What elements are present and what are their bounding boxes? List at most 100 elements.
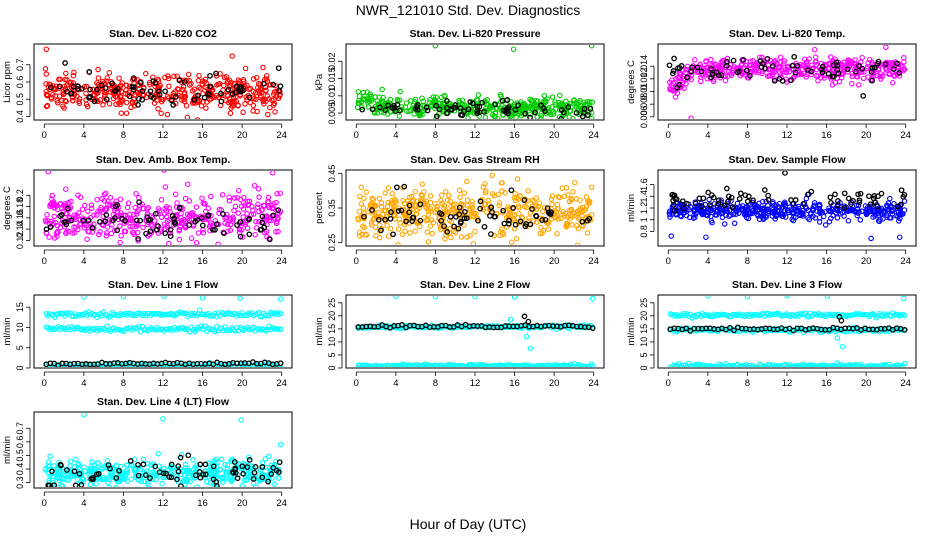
data-point — [743, 67, 750, 74]
data-point — [550, 111, 557, 117]
data-point — [751, 67, 758, 74]
data-point — [265, 199, 271, 205]
data-point — [458, 111, 464, 118]
x-tick-label: 8 — [433, 378, 438, 389]
data-point — [42, 217, 49, 224]
data-point — [158, 214, 165, 221]
data-point — [521, 197, 528, 203]
data-point — [412, 96, 419, 103]
data-point — [475, 217, 481, 224]
data-point — [456, 211, 463, 218]
data-point — [850, 206, 856, 213]
data-point — [95, 98, 101, 105]
data-point — [569, 213, 576, 219]
data-point — [194, 484, 200, 487]
series-2 — [669, 171, 908, 214]
data-point — [758, 362, 765, 367]
data-point — [221, 230, 227, 237]
data-point — [855, 82, 862, 88]
data-point — [135, 236, 141, 242]
data-point — [253, 74, 260, 81]
data-point — [869, 77, 876, 84]
data-point — [570, 189, 576, 195]
y-tick-label: 0.01 — [327, 87, 337, 105]
data-point — [500, 231, 507, 238]
data-point — [457, 218, 464, 225]
data-point — [878, 190, 885, 197]
data-point — [482, 114, 489, 119]
data-point — [499, 226, 505, 232]
data-point — [725, 193, 732, 200]
x-tick-label: 16 — [197, 130, 208, 141]
y-tick-label: 0.8 — [639, 225, 649, 238]
data-point — [497, 91, 504, 98]
data-point — [395, 208, 402, 214]
data-point — [464, 178, 470, 185]
data-point — [383, 207, 389, 214]
data-point — [575, 225, 582, 232]
data-point — [844, 66, 851, 73]
data-point — [505, 106, 511, 112]
data-point — [178, 215, 184, 221]
data-point — [705, 296, 711, 299]
data-point — [574, 364, 581, 367]
data-point — [549, 193, 556, 199]
data-point — [753, 204, 759, 210]
data-point — [585, 364, 592, 367]
data-points — [355, 172, 595, 245]
data-point — [888, 215, 894, 221]
data-point — [75, 192, 81, 199]
series-2 — [43, 359, 284, 367]
plot-frame — [345, 43, 605, 121]
data-point — [176, 236, 183, 243]
data-point — [545, 220, 551, 227]
data-point — [274, 218, 280, 225]
data-point — [489, 107, 496, 113]
data-point — [424, 107, 431, 114]
data-point — [845, 218, 852, 224]
data-point — [541, 93, 548, 99]
data-point — [666, 62, 673, 69]
data-point — [356, 93, 363, 99]
data-point — [262, 455, 269, 462]
data-point — [855, 202, 862, 209]
data-point — [407, 230, 413, 236]
data-point — [796, 206, 802, 212]
data-point — [183, 478, 189, 485]
data-point — [465, 115, 471, 119]
x-tick-label: 12 — [158, 256, 169, 267]
data-point — [172, 89, 178, 95]
data-point — [532, 109, 538, 116]
data-point — [545, 226, 552, 232]
data-point — [812, 202, 818, 209]
data-point — [709, 71, 716, 78]
data-point — [43, 230, 50, 236]
data-point — [525, 188, 531, 194]
data-points — [42, 171, 284, 245]
data-point — [147, 88, 154, 95]
data-point — [835, 198, 841, 204]
data-point — [484, 96, 490, 103]
data-point — [56, 83, 63, 90]
data-point — [877, 73, 883, 80]
x-tick-label: 4 — [393, 130, 398, 141]
data-point — [224, 80, 230, 86]
data-point — [73, 216, 79, 223]
data-point — [679, 198, 686, 205]
data-point — [805, 191, 811, 198]
data-point — [438, 192, 445, 198]
data-point — [723, 62, 730, 69]
data-point — [777, 362, 783, 367]
data-point — [261, 229, 268, 236]
data-point — [747, 73, 753, 79]
y-axis-label: degrees C — [2, 186, 13, 230]
data-point — [570, 210, 576, 216]
data-point — [244, 198, 251, 205]
data-point — [267, 82, 274, 88]
x-tick-label: 20 — [549, 378, 560, 389]
data-point — [180, 84, 187, 90]
data-point — [385, 185, 392, 191]
data-point — [376, 234, 383, 241]
data-point — [829, 362, 835, 367]
